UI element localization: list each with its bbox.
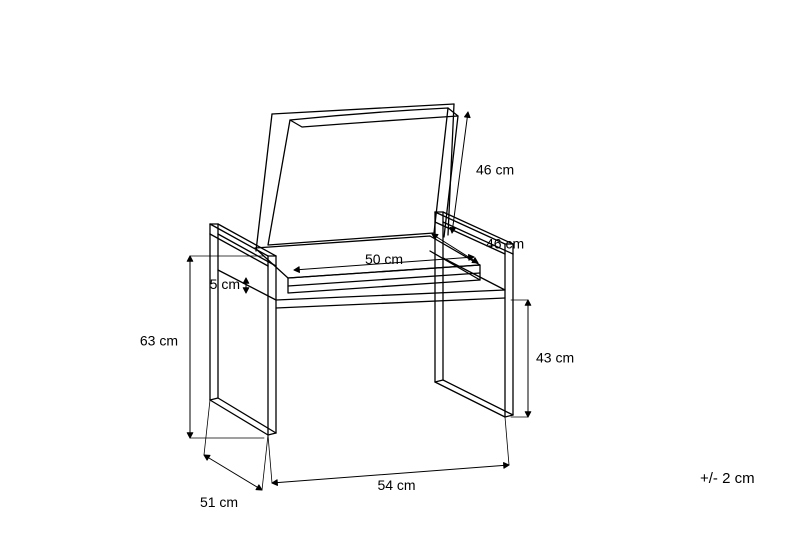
dim-seat-depth: 46 cm bbox=[486, 236, 524, 252]
dim-width: 54 cm bbox=[377, 477, 415, 493]
dim-depth: 51 cm bbox=[200, 494, 238, 510]
dim-back-height: 46 cm bbox=[476, 162, 514, 178]
dim-leg-height: 43 cm bbox=[536, 350, 574, 366]
dim-arm-height: 63 cm bbox=[140, 333, 178, 349]
dim-seat-width: 50 cm bbox=[365, 251, 403, 267]
tolerance-note: +/- 2 cm bbox=[700, 470, 755, 487]
dim-cushion-thick: 5 cm bbox=[210, 276, 240, 292]
